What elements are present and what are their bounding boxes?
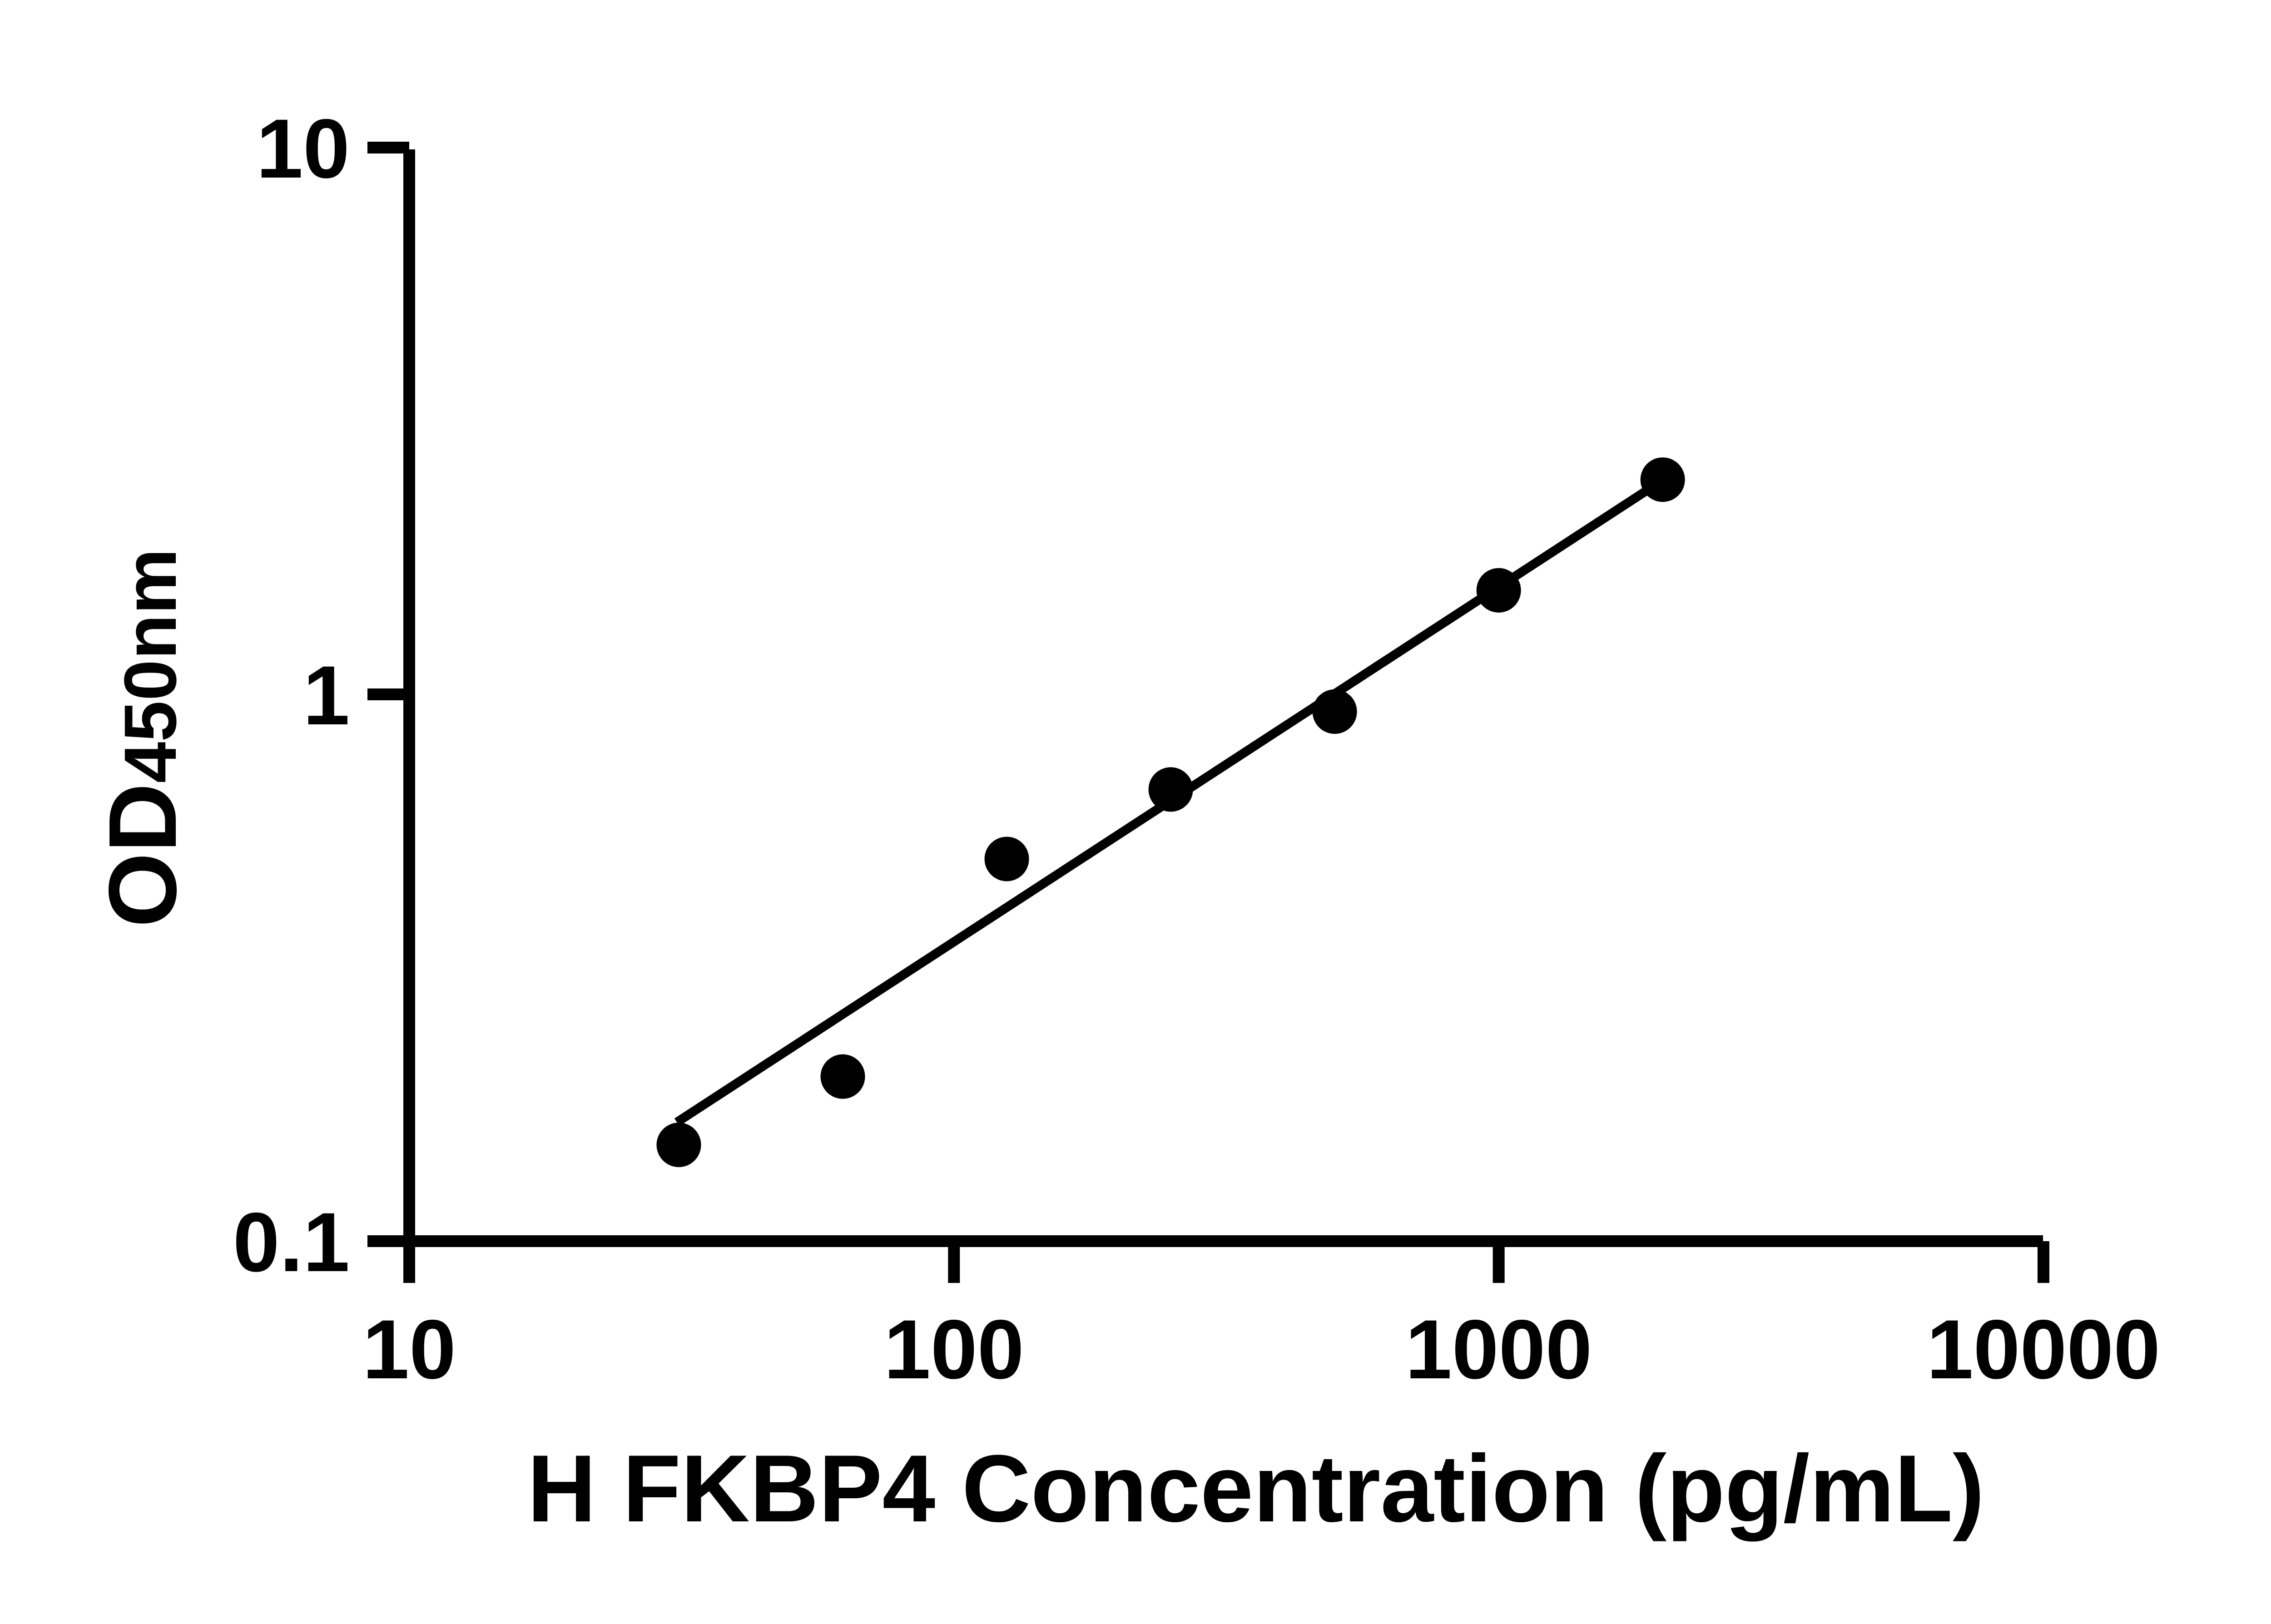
y-tick-label: 10 <box>256 102 350 196</box>
y-axis-title-main: OD <box>89 783 196 927</box>
data-point <box>1640 457 1685 502</box>
data-points <box>656 457 1685 1167</box>
x-tick-labels: 10 100 1000 10000 <box>362 1303 2160 1396</box>
y-ticks <box>367 142 409 1247</box>
data-point <box>1148 767 1193 812</box>
data-point <box>1476 568 1521 613</box>
data-point <box>656 1122 701 1167</box>
data-point <box>1312 689 1357 734</box>
y-tick-labels: 10 1 0.1 <box>233 102 350 1289</box>
y-axis-title-sub: 450nm <box>109 549 192 783</box>
x-axis-title: H FKBP4 Concentration (pg/mL) <box>527 1435 1984 1542</box>
y-axis-title: OD450nm <box>89 549 196 927</box>
x-tick-label: 10 <box>362 1303 456 1396</box>
data-point <box>984 837 1029 881</box>
x-ticks <box>403 1241 2049 1283</box>
data-point <box>820 1054 865 1099</box>
axis-lines <box>403 149 2043 1247</box>
x-tick-label: 1000 <box>1405 1303 1592 1396</box>
x-tick-label: 100 <box>884 1303 1024 1396</box>
x-tick-label: 10000 <box>1927 1303 2160 1396</box>
y-tick-label: 1 <box>303 649 350 743</box>
y-tick-label: 0.1 <box>233 1196 350 1289</box>
